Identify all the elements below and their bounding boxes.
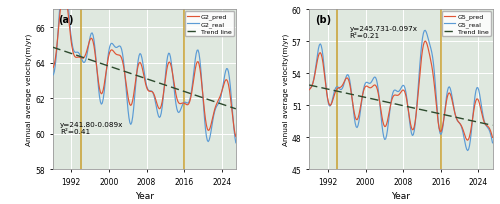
Text: y=245.731-0.097x
R²=0.21: y=245.731-0.097x R²=0.21 (350, 26, 418, 39)
G2_pred (84, 48, 90, 50)
G5_pred (340, 83, 346, 86)
G5_pred (476, 100, 482, 103)
G5_real (314, 60, 320, 63)
Y-axis label: Annual average velocity(m/yr): Annual average velocity(m/yr) (282, 34, 289, 146)
G2_real (84, 51, 90, 54)
X-axis label: Year: Year (134, 191, 154, 200)
Line: G5_pred: G5_pred (309, 42, 492, 141)
G5_pred (422, 41, 428, 43)
G5_real (355, 125, 361, 127)
Line: G2_real: G2_real (52, 0, 236, 143)
G5_real (306, 89, 312, 91)
G2_pred (233, 136, 239, 138)
G5_real (317, 43, 323, 46)
G5_pred (306, 89, 312, 92)
G5_pred (355, 117, 361, 120)
G2_pred (99, 92, 105, 95)
G5_pred (317, 52, 323, 55)
G2_pred (224, 81, 230, 83)
G2_real (99, 102, 105, 105)
G5_pred (490, 136, 496, 139)
G2_pred (50, 68, 56, 70)
G5_real (482, 123, 488, 125)
G5_real (340, 85, 346, 88)
G2_pred (57, 12, 63, 15)
Y-axis label: Annual average velocity(m/yr): Annual average velocity(m/yr) (26, 34, 32, 146)
G2_pred (218, 93, 224, 95)
G5_pred (314, 64, 320, 67)
Text: (a): (a) (58, 15, 74, 25)
G5_pred (482, 123, 488, 125)
G5_pred (464, 139, 470, 142)
G5_real (476, 89, 482, 92)
G2_real (57, 4, 63, 7)
G5_real (422, 30, 428, 32)
G2_real (218, 95, 224, 98)
G5_real (464, 150, 470, 152)
Text: y=241.80-0.089x
R²=0.41: y=241.80-0.089x R²=0.41 (60, 121, 123, 134)
G2_real (50, 75, 56, 77)
G2_real (224, 68, 230, 71)
Legend: G2_pred, G2_real, Trend line: G2_pred, G2_real, Trend line (185, 12, 234, 37)
G2_real (233, 142, 239, 144)
Line: G2_pred: G2_pred (52, 0, 236, 137)
X-axis label: Year: Year (392, 191, 410, 200)
G5_real (490, 142, 496, 144)
Text: (b): (b) (314, 15, 331, 25)
Legend: G5_pred, G5_real, Trend line: G5_pred, G5_real, Trend line (442, 12, 490, 37)
Line: G5_real: G5_real (309, 31, 492, 151)
